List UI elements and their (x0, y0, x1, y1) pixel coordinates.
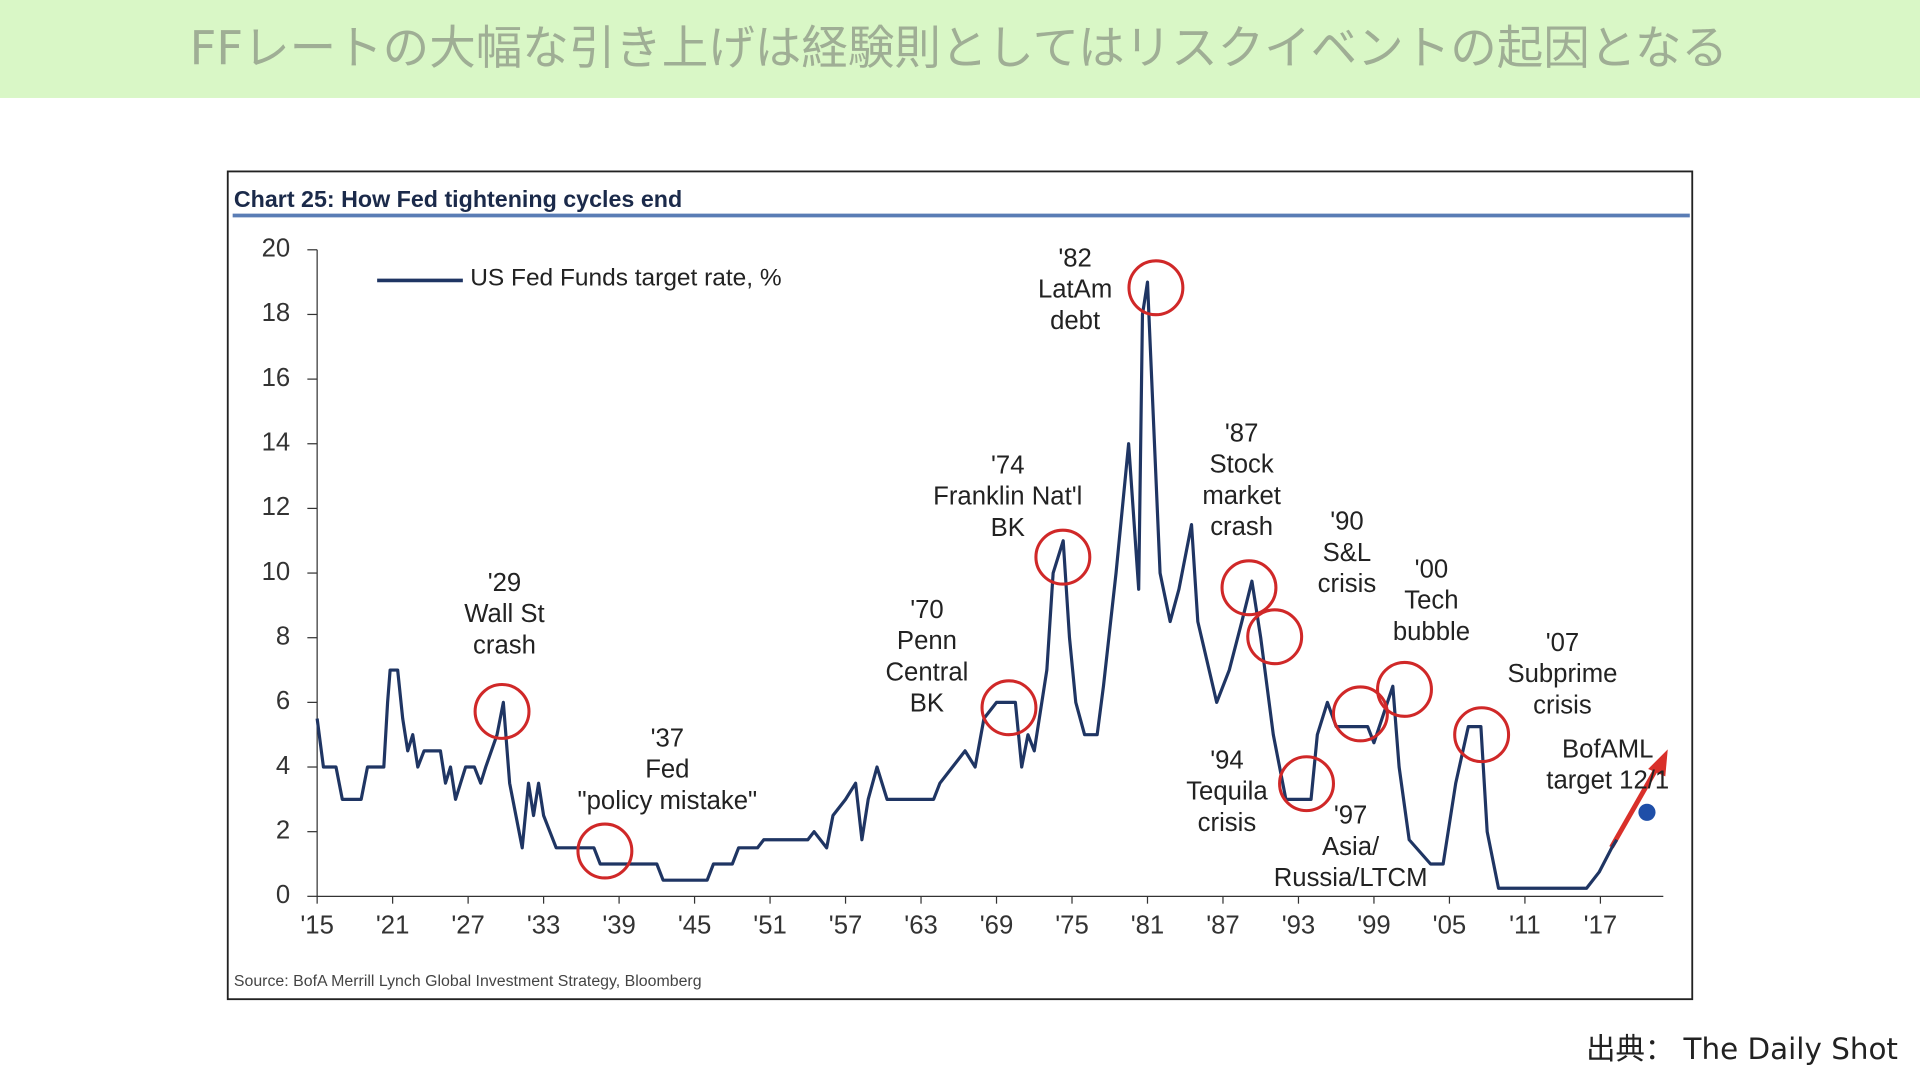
annotation: Fed (645, 756, 689, 784)
event-circle (1127, 259, 1185, 317)
annotation: Stock (1209, 451, 1273, 479)
x-tick-label: '63 (904, 912, 938, 940)
annotation: '87 (1225, 419, 1259, 447)
annotation: crash (473, 631, 536, 659)
annotation: Central (886, 658, 969, 686)
y-tick-label: 14 (262, 429, 291, 457)
annotation: '90 (1330, 508, 1364, 536)
annotation: market (1202, 482, 1281, 510)
annotation: crisis (1318, 570, 1377, 598)
annotation: Asia/ (1322, 833, 1380, 861)
y-tick-label: 6 (276, 687, 290, 715)
x-tick-label: '45 (678, 912, 712, 940)
annotation: crash (1210, 513, 1273, 541)
y-tick-label: 16 (262, 364, 291, 392)
event-circle (1453, 706, 1511, 764)
event-circle (1376, 660, 1433, 718)
arrow-head (1648, 749, 1668, 777)
slide-source: 出典： The Daily Shot (1586, 1032, 1898, 1066)
y-tick-label: 8 (276, 623, 290, 651)
annotation: debt (1050, 307, 1100, 335)
arrow-shaft (1609, 760, 1663, 849)
x-tick-label: '05 (1433, 912, 1466, 940)
annotation: Tech (1404, 587, 1458, 615)
annotation: '07 (1546, 629, 1579, 657)
annotation: '94 (1210, 746, 1244, 774)
event-circle (1220, 559, 1278, 617)
title-bar (0, 0, 1920, 98)
event-circle (1246, 608, 1304, 666)
x-tick-label: '81 (1131, 912, 1165, 940)
y-tick-label: 4 (276, 752, 290, 780)
x-tick-label: '33 (527, 912, 561, 940)
annotation: BK (991, 514, 1025, 542)
event-circle (980, 679, 1038, 737)
legend-label: US Fed Funds target rate, % (470, 265, 781, 292)
annotation: crisis (1533, 691, 1592, 719)
annotation: '70 (910, 596, 944, 624)
annotation: '00 (1415, 555, 1448, 583)
annotation: Russia/LTCM (1274, 864, 1428, 892)
chart-title: Chart 25: How Fed tightening cycles end (234, 186, 682, 212)
x-tick-label: '75 (1055, 912, 1089, 940)
x-tick-label: '93 (1282, 912, 1315, 940)
chart-source: Source: BofA Merrill Lynch Global Invest… (234, 973, 702, 990)
x-tick-label: '21 (376, 912, 410, 940)
x-tick-label: '69 (980, 912, 1014, 940)
x-tick-label: '57 (829, 912, 863, 940)
x-tick-label: '39 (602, 912, 636, 940)
chart-frame (226, 170, 1694, 1001)
annotation: '97 (1334, 802, 1368, 830)
event-circle (1331, 685, 1389, 743)
y-tick-label: 2 (276, 816, 290, 844)
y-tick-label: 0 (276, 881, 290, 909)
y-tick-label: 18 (262, 299, 291, 327)
event-circle (576, 822, 634, 880)
x-tick-label: '11 (1509, 912, 1541, 940)
x-tick-label: '51 (753, 912, 787, 940)
x-tick-label: '99 (1357, 912, 1390, 940)
event-circle (1034, 528, 1092, 586)
annotation: '74 (991, 451, 1025, 479)
x-tick-label: '15 (300, 912, 334, 940)
rate-line (315, 280, 1619, 890)
slide-title: FFレートの大幅な引き上げは経験則としてはリスクイベントの起因となる (190, 21, 1728, 75)
annotation: '37 (651, 724, 685, 752)
annotation: LatAm (1038, 276, 1112, 304)
annotation: Tequila (1186, 778, 1268, 806)
annotation: crisis (1198, 809, 1257, 837)
annotation: S&L (1323, 539, 1372, 567)
target-point (1638, 803, 1656, 821)
event-circle (473, 682, 531, 740)
annotation: Penn (897, 627, 957, 655)
annotation: '82 (1058, 244, 1092, 272)
annotation: bubble (1393, 618, 1470, 646)
annotation: Subprime (1507, 660, 1617, 688)
annotation: "policy mistake" (578, 787, 758, 815)
y-tick-label: 20 (262, 235, 291, 263)
y-tick-label: 10 (262, 558, 291, 586)
x-tick-label: '17 (1584, 912, 1618, 940)
annotation: Wall St (464, 600, 544, 628)
annotation: BK (910, 689, 944, 717)
y-tick-label: 12 (262, 493, 291, 521)
annotation: target 12/1 (1546, 767, 1669, 795)
annotation: BofAML (1562, 735, 1653, 763)
annotation: '29 (488, 569, 522, 597)
event-circle (1278, 755, 1335, 813)
x-tick-label: '27 (451, 912, 485, 940)
x-tick-label: '87 (1206, 912, 1240, 940)
annotation: Franklin Nat'l (933, 483, 1082, 511)
